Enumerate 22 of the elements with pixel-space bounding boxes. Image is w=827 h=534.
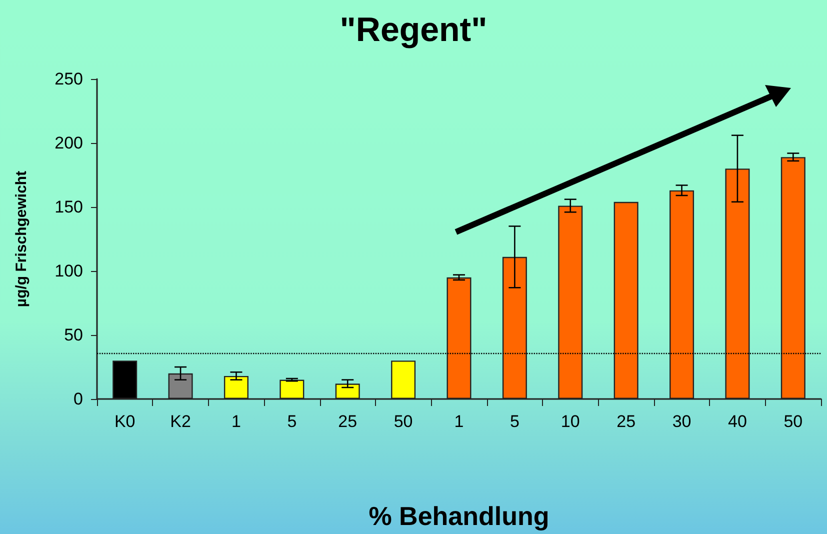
x-axis-title: % Behandlung [368,501,550,531]
x-tick-label: 25 [616,412,636,431]
x-tick-label: 1 [454,412,464,431]
x-tick-label: K0 [114,412,136,431]
y-tick-label: 250 [54,70,83,88]
x-tick-label: K2 [170,412,191,431]
y-tick-label: 200 [54,134,83,152]
x-tick-label: 40 [728,412,747,431]
y-tick-label: 150 [54,198,83,216]
x-tick-label: 30 [672,412,692,431]
chart-title: "Regent" [340,11,488,49]
y-tick-label: 100 [54,262,83,280]
y-tick-label: 50 [64,326,83,344]
x-tick-label: 1 [231,412,241,431]
y-axis-title: µg/g Frischgewicht [13,170,30,308]
y-tick-label: 0 [74,390,83,408]
x-tick-label: 5 [510,412,520,431]
x-tick-label: 50 [784,412,803,431]
x-tick-label: 25 [338,412,358,431]
x-tick-label: 10 [560,412,580,431]
x-tick-label: 50 [394,412,413,431]
x-tick-label: 5 [287,412,297,431]
